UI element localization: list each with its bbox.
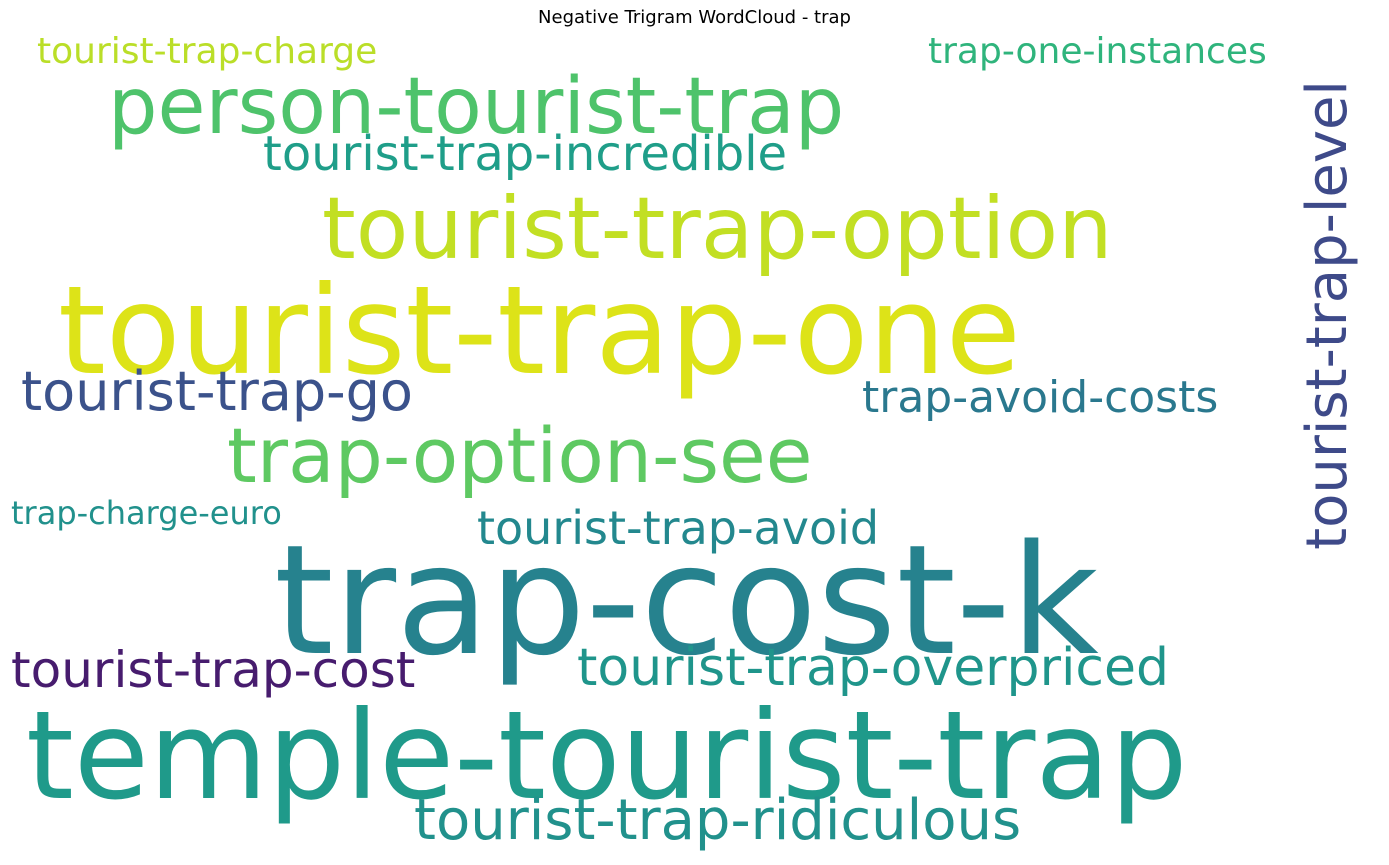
word-tourist-trap-option: tourist-trap-option (322, 179, 1113, 279)
chart-title: Negative Trigram WordCloud - trap (538, 7, 851, 28)
word-tourist-trap-incredible: tourist-trap-incredible (263, 126, 788, 182)
word-tourist-trap-charge: tourist-trap-charge (37, 31, 378, 72)
word-tourist-trap-cost: tourist-trap-cost (11, 641, 416, 699)
word-trap-charge-euro: trap-charge-euro (11, 494, 282, 532)
word-trap-option-see: trap-option-see (227, 411, 813, 500)
word-tourist-trap-overpriced: tourist-trap-overpriced (577, 638, 1169, 698)
word-tourist-trap-ridiculous: tourist-trap-ridiculous (414, 788, 1022, 853)
word-tourist-trap-one: tourist-trap-one (58, 260, 1021, 402)
word-person-tourist-trap: person-tourist-trap (108, 62, 845, 152)
word-trap-cost-k: trap-cost-k (274, 512, 1099, 689)
word-temple-tourist-trap: temple-tourist-trap (26, 685, 1188, 827)
word-tourist-trap-level: tourist-trap-level (1295, 80, 1360, 550)
word-tourist-trap-go: tourist-trap-go (21, 360, 413, 423)
word-tourist-trap-avoid: tourist-trap-avoid (477, 501, 880, 555)
word-trap-avoid-costs: trap-avoid-costs (862, 372, 1219, 423)
word-trap-one-instances: trap-one-instances (928, 31, 1267, 72)
